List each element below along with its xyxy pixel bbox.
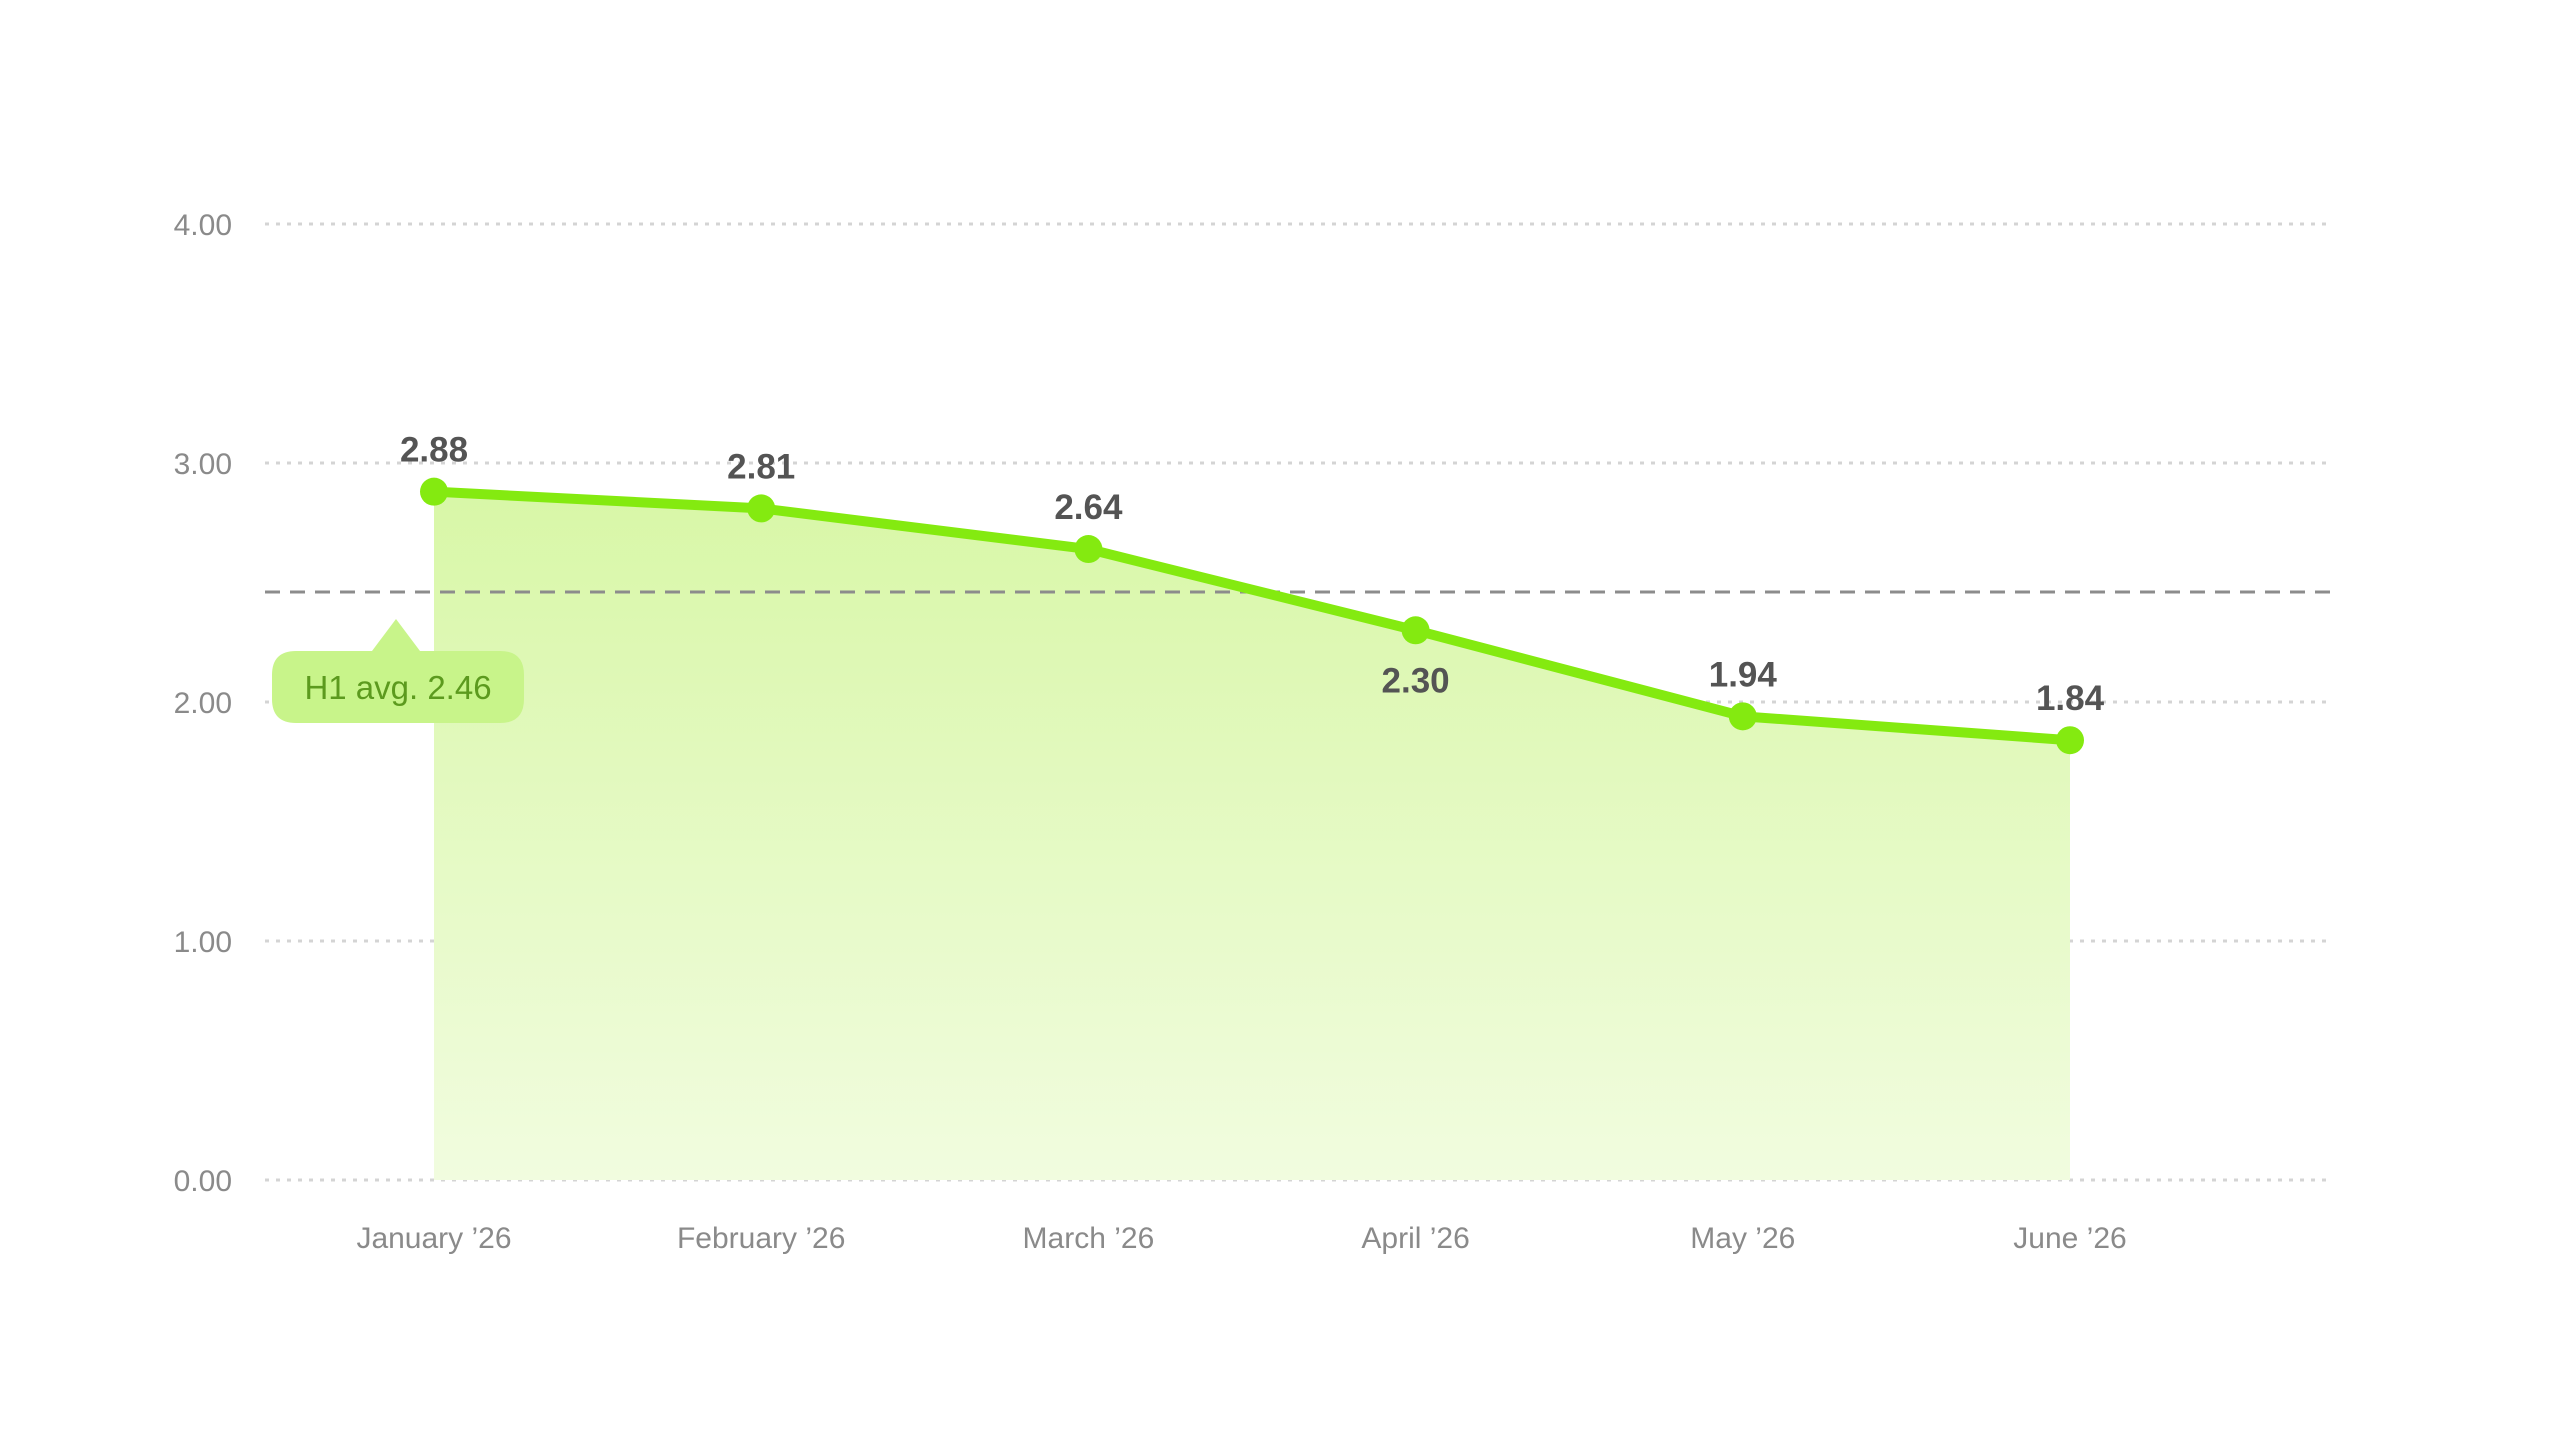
data-label: 2.64	[1054, 488, 1123, 527]
data-point[interactable]	[747, 494, 776, 523]
series-line	[429, 486, 2075, 746]
data-point[interactable]	[2056, 726, 2084, 755]
data-point[interactable]	[420, 477, 448, 506]
data-point[interactable]	[1728, 702, 1757, 731]
x-tick-label: May ’26	[1690, 1222, 1795, 1255]
data-label: 2.30	[1382, 661, 1450, 700]
y-tick-label: 2.00	[174, 687, 232, 720]
x-tick-label: January ’26	[356, 1222, 511, 1255]
data-label: 2.88	[400, 431, 468, 470]
y-tick-label: 0.00	[174, 1165, 232, 1198]
data-point[interactable]	[1401, 616, 1430, 645]
reference-badge: H1 avg. 2.46	[272, 619, 524, 723]
data-points	[420, 477, 2084, 755]
series-line-group	[429, 486, 2075, 746]
series-area	[434, 491, 2070, 1180]
y-tick-label: 3.00	[174, 448, 232, 481]
data-label: 1.84	[2036, 679, 2105, 718]
reference-badge-shape	[272, 619, 524, 723]
data-point[interactable]	[1074, 535, 1103, 564]
data-label: 1.94	[1709, 655, 1778, 694]
x-tick-label: February ’26	[677, 1222, 845, 1255]
x-tick-label: April ’26	[1361, 1222, 1469, 1255]
reference-line-group: H1 avg. 2.46	[265, 590, 2330, 723]
x-tick-label: June ’26	[2013, 1222, 2126, 1255]
y-tick-label: 1.00	[174, 926, 232, 959]
y-tick-label: 4.00	[174, 209, 232, 242]
y-axis-tick-labels: 0.00 1.00 2.00 3.00 4.00	[174, 209, 232, 1198]
reference-label: H1 avg. 2.46	[304, 669, 491, 706]
x-tick-label: March ’26	[1023, 1222, 1155, 1255]
data-label: 2.81	[727, 447, 795, 486]
data-labels: 2.88 2.81 2.64 2.30 1.94 1.84	[400, 431, 2105, 719]
x-axis-tick-labels: January ’26 February ’26 March ’26 April ’2…	[356, 1222, 2126, 1255]
area-fill	[434, 491, 2070, 1180]
